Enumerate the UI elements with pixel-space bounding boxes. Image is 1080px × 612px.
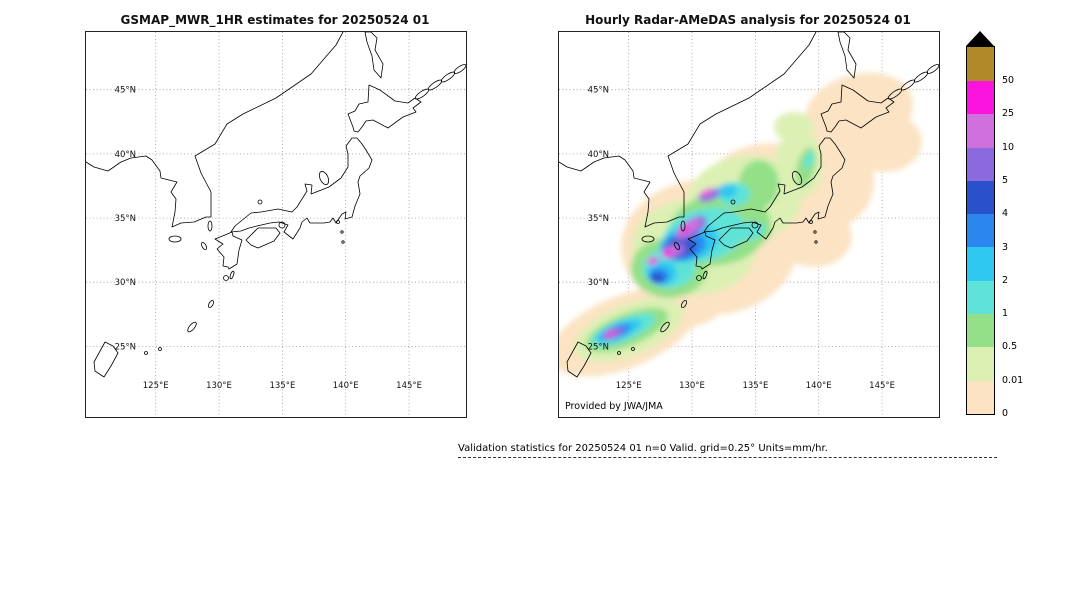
lat-label: 40°N bbox=[115, 150, 136, 160]
lat-label: 45°N bbox=[115, 86, 136, 96]
data-credit: Provided by JWA/JMA bbox=[563, 401, 665, 412]
lon-label: 130°E bbox=[206, 381, 232, 391]
colorbar-tick: 0.01 bbox=[1002, 374, 1024, 386]
precip-blob bbox=[804, 151, 814, 169]
precip-blob bbox=[680, 226, 690, 234]
colorbar-segment bbox=[967, 81, 994, 115]
precip-blob bbox=[733, 221, 765, 241]
colorbar-tick: 4 bbox=[1002, 208, 1009, 220]
colorbar: 50 25 10 5 4 3 2 1 0.5 0.01 0 bbox=[966, 31, 1036, 419]
lon-label: 125°E bbox=[143, 381, 169, 391]
lon-label: 145°E bbox=[396, 381, 422, 391]
lat-label: 35°N bbox=[115, 214, 136, 224]
colorbar-segment bbox=[967, 147, 994, 181]
colorbar-tick: 1 bbox=[1002, 308, 1009, 320]
radar-amedas-map-panel: 45°N 40°N 35°N 30°N 25°N 125°E 130°E 135°E 140°E… bbox=[558, 31, 940, 418]
lat-label: 30°N bbox=[588, 278, 609, 288]
colorbar-tick: 0.5 bbox=[1002, 341, 1018, 353]
lon-label: 130°E bbox=[679, 381, 705, 391]
left-panel-title: GSMAP_MWR_1HR estimates for 20250524 01 bbox=[120, 13, 430, 27]
lat-label: 25°N bbox=[115, 342, 136, 352]
dashed-underline bbox=[458, 457, 997, 458]
colorbar-segment bbox=[967, 314, 994, 348]
colorbar-tick: 3 bbox=[1002, 241, 1009, 253]
axis-labels: 45°N 40°N 35°N 30°N 25°N 125°E 130°E 135°E 140°E… bbox=[588, 86, 895, 391]
colorbar-bar bbox=[966, 46, 995, 415]
lon-label: 140°E bbox=[806, 381, 832, 391]
precip-blob bbox=[650, 273, 664, 283]
colorbar-segment bbox=[967, 347, 994, 381]
validation-caption: Validation statistics for 20250524 01 n=… bbox=[458, 443, 828, 454]
colorbar-segment bbox=[967, 280, 994, 315]
lat-label: 35°N bbox=[588, 214, 609, 224]
precip-blob bbox=[701, 189, 709, 195]
colorbar-tick: 2 bbox=[1002, 274, 1009, 286]
precipitation-field bbox=[559, 72, 922, 377]
lat-label: 40°N bbox=[588, 150, 609, 160]
lon-label: 135°E bbox=[269, 381, 295, 391]
precip-blob bbox=[662, 250, 672, 258]
colorbar-segment bbox=[967, 47, 994, 81]
colorbar-segment bbox=[967, 114, 994, 148]
colorbar-tick: 10 bbox=[1002, 141, 1015, 153]
colorbar-overflow-triangle-icon bbox=[966, 31, 994, 46]
colorbar-segment bbox=[967, 247, 994, 281]
radar-map-svg: 45°N 40°N 35°N 30°N 25°N 125°E 130°E 135°E 140°E… bbox=[559, 32, 939, 417]
precip-blob bbox=[717, 184, 737, 198]
gsmap-estimate-map-panel: 45°N 40°N 35°N 30°N 25°N 125°E 130°E 135°E 140°E… bbox=[85, 31, 467, 418]
colorbar-tick: 50 bbox=[1002, 75, 1015, 86]
precip-blob bbox=[604, 332, 614, 338]
precip-blob bbox=[647, 259, 655, 265]
colorbar-tick: 25 bbox=[1002, 108, 1015, 120]
colorbar-segment bbox=[967, 214, 994, 248]
precip-blob bbox=[774, 112, 814, 142]
right-panel-title: Hourly Radar-AMeDAS analysis for 2025052… bbox=[585, 13, 911, 27]
colorbar-segment bbox=[967, 380, 994, 414]
lat-label: 45°N bbox=[588, 86, 609, 96]
colorbar-tick: 0 bbox=[1002, 408, 1009, 419]
lat-label: 25°N bbox=[588, 342, 609, 352]
axis-labels: 45°N 40°N 35°N 30°N 25°N 125°E 130°E 135°E 140°E… bbox=[115, 86, 422, 391]
lon-label: 135°E bbox=[742, 381, 768, 391]
lon-label: 125°E bbox=[616, 381, 642, 391]
lon-label: 145°E bbox=[869, 381, 895, 391]
gsmap-map-svg: 45°N 40°N 35°N 30°N 25°N 125°E 130°E 135°E 140°E… bbox=[86, 32, 466, 417]
colorbar-tick: 5 bbox=[1002, 174, 1009, 186]
lon-label: 140°E bbox=[333, 381, 359, 391]
colorbar-segment bbox=[967, 180, 994, 215]
gridlines bbox=[86, 32, 466, 417]
lat-label: 30°N bbox=[115, 278, 136, 288]
